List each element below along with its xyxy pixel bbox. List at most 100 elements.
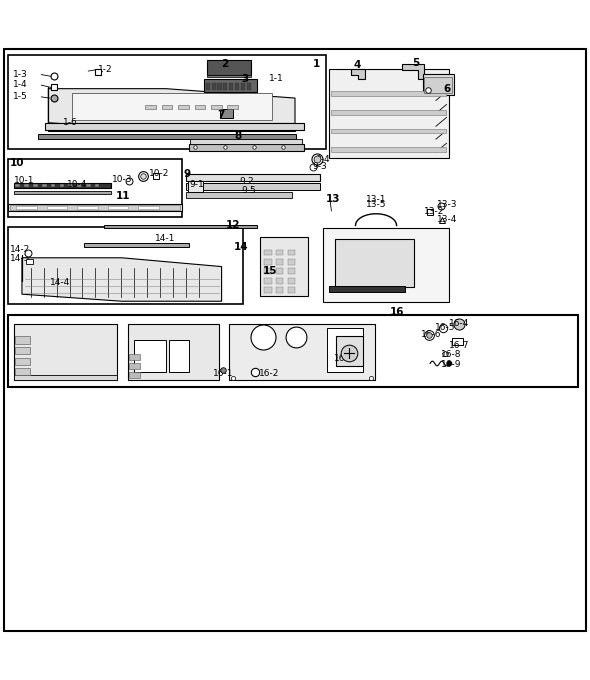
Bar [264,250,271,256]
Bar [329,69,450,158]
Bar [276,250,283,256]
Bar [288,250,295,256]
Text: 11: 11 [116,191,130,201]
Bar [95,184,100,187]
Text: 1: 1 [313,59,320,69]
Bar [68,184,73,187]
Bar [211,105,222,109]
Polygon shape [48,122,295,131]
Polygon shape [351,69,365,79]
Text: 2: 2 [222,59,229,69]
Bar [212,84,216,90]
Bar [220,109,232,118]
Text: 14-2: 14-2 [10,245,31,254]
Text: 1-5: 1-5 [13,92,28,101]
Bar [260,237,308,296]
Bar [14,191,111,194]
Bar [14,183,111,188]
Bar [133,340,166,372]
Text: 16-5: 16-5 [435,322,455,332]
Text: 9-5: 9-5 [241,186,255,195]
Bar [77,205,98,209]
Bar [276,259,283,265]
Text: 1-4: 1-4 [13,80,28,89]
Bar [186,183,320,190]
Bar [8,227,243,303]
Bar [15,368,30,375]
Bar [24,184,29,187]
Bar [129,363,140,369]
Bar [206,84,210,90]
Bar [104,225,257,228]
Text: 14: 14 [233,242,248,252]
Bar [129,372,140,377]
Bar [127,324,219,380]
Bar [423,74,454,95]
Text: 13: 13 [326,194,340,204]
Text: 10-4: 10-4 [67,180,87,189]
Text: 13-5: 13-5 [365,201,386,209]
Text: 16-6: 16-6 [421,330,441,339]
Text: 6: 6 [443,84,450,94]
Bar [332,109,446,114]
Bar [329,286,405,292]
Bar [47,205,67,209]
Text: 9-2: 9-2 [239,177,254,186]
Bar [51,184,55,187]
Polygon shape [48,88,295,131]
Bar [26,259,33,264]
Text: 14-1: 14-1 [155,235,176,243]
Bar [45,123,304,131]
Bar [235,84,239,90]
Bar [207,60,251,75]
Bar [224,84,228,90]
Text: 4: 4 [354,61,361,70]
Bar [169,340,189,372]
Bar [264,277,271,284]
Text: 13-3: 13-3 [437,201,458,209]
Bar [8,316,578,387]
Bar [191,139,302,144]
Text: 9-1: 9-1 [189,180,204,190]
Text: 10-2: 10-2 [149,169,170,178]
Bar [10,205,181,209]
Text: 13-4: 13-4 [437,215,457,224]
Text: 10-3: 10-3 [112,175,132,184]
Bar [178,105,189,109]
Text: 5: 5 [412,58,419,68]
Bar [188,182,203,192]
Bar [16,205,37,209]
Bar [8,55,326,149]
Bar [424,77,453,93]
Bar [336,336,362,367]
Bar [228,105,238,109]
Bar [15,358,30,364]
Bar [288,269,295,274]
Polygon shape [323,228,449,302]
Text: 8: 8 [234,131,241,141]
Bar [8,204,182,211]
Bar [327,328,362,372]
Bar [247,84,251,90]
Text: 7: 7 [218,109,225,120]
Bar [15,184,20,187]
Polygon shape [22,258,222,301]
Bar [186,174,320,182]
Bar [8,159,182,217]
Text: 1-6: 1-6 [63,118,78,127]
Bar [264,259,271,265]
Bar [15,347,30,354]
Text: 16-7: 16-7 [449,341,470,350]
Bar [453,338,463,345]
Bar [195,105,205,109]
Bar [189,144,304,151]
Text: 10: 10 [10,158,25,168]
Bar [332,129,446,133]
Bar [108,205,128,209]
Bar [335,239,414,287]
Bar [33,184,38,187]
Bar [288,287,295,293]
Text: 9-3: 9-3 [313,163,327,171]
Bar [145,105,156,109]
Text: 9-4: 9-4 [316,154,330,164]
